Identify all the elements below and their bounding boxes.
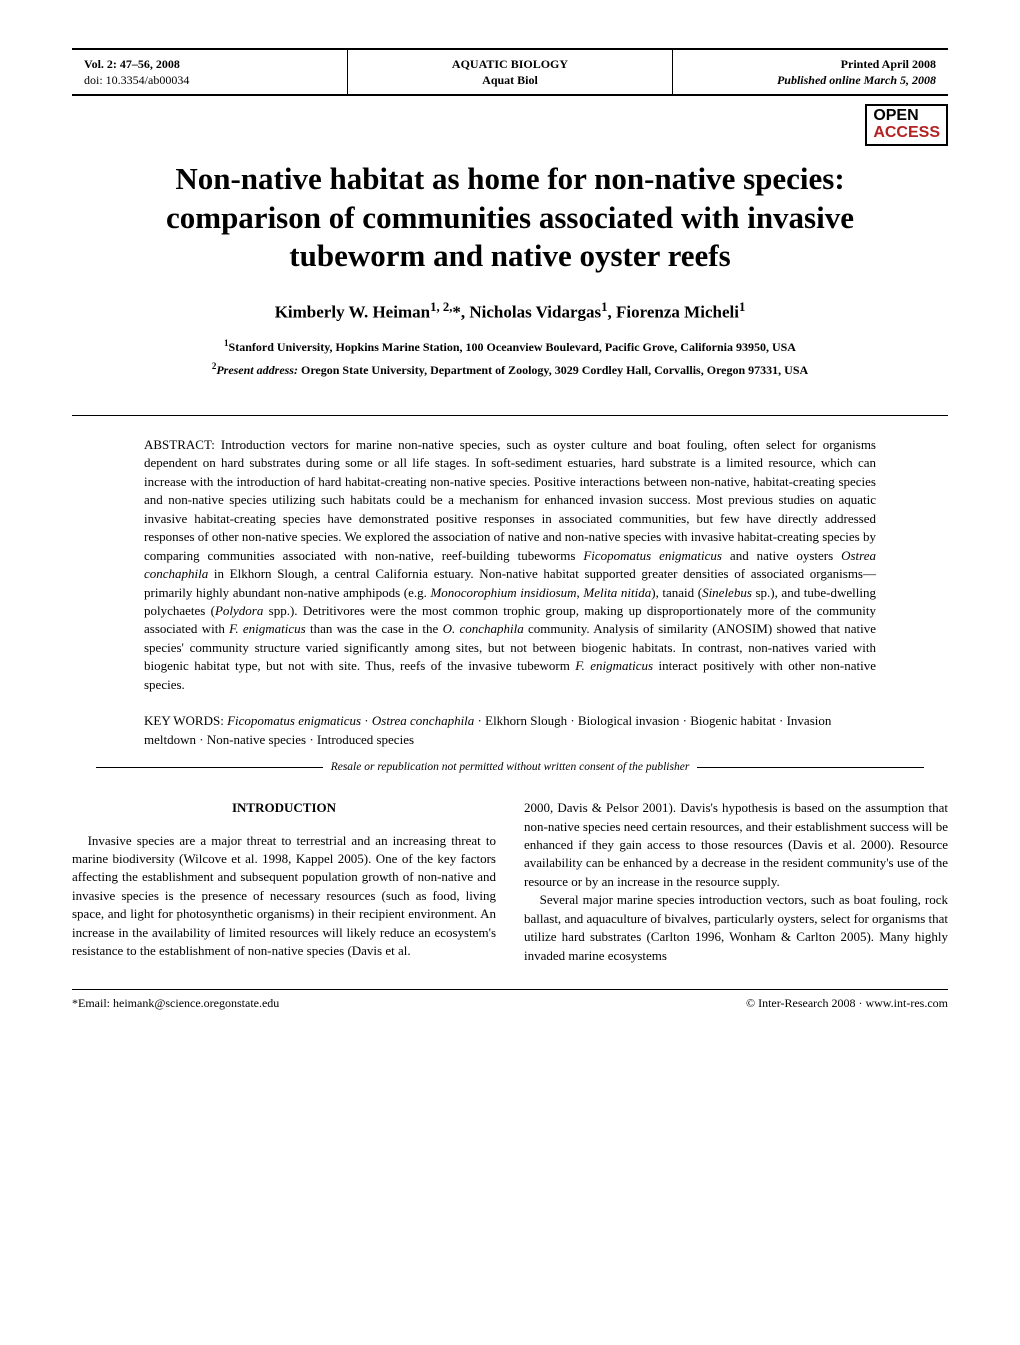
keywords-body: Ficopomatus enigmaticus · Ostrea conchap… <box>144 713 831 746</box>
resale-notice-row: Resale or republication not permitted wi… <box>96 761 924 773</box>
intro-para-1-right: 2000, Davis & Pelsor 2001). Davis's hypo… <box>524 799 948 891</box>
intro-para-1-left: Invasive species are a major threat to t… <box>72 832 496 961</box>
keywords: KEY WORDS: Ficopomatus enigmaticus · Ost… <box>144 712 876 749</box>
column-right: 2000, Davis & Pelsor 2001). Davis's hypo… <box>524 799 948 965</box>
journal-header: Vol. 2: 47–56, 2008 doi: 10.3354/ab00034… <box>72 48 948 96</box>
corresponding-email: *Email: heimank@science.oregonstate.edu <box>72 996 279 1011</box>
pre-abstract-rule <box>72 415 948 416</box>
published-online: Published online March 5, 2008 <box>685 72 936 88</box>
abstract-body: Introduction vectors for marine non-nati… <box>144 437 876 692</box>
printed-line: Printed April 2008 <box>685 56 936 72</box>
abstract-label: ABSTRACT: <box>144 437 221 452</box>
header-center: AQUATIC BIOLOGY Aquat Biol <box>348 50 673 94</box>
open-access-row: OPEN ACCESS <box>72 104 948 146</box>
footer: *Email: heimank@science.oregonstate.edu … <box>72 996 948 1011</box>
copyright: © Inter-Research 2008 · www.int-res.com <box>746 996 948 1011</box>
affiliation-1: 1Stanford University, Hopkins Marine Sta… <box>72 337 948 356</box>
doi-line: doi: 10.3354/ab00034 <box>84 72 335 88</box>
volume-line: Vol. 2: 47–56, 2008 <box>84 56 335 72</box>
authors: Kimberly W. Heiman1, 2,*, Nicholas Vidar… <box>72 300 948 323</box>
journal-name: AQUATIC BIOLOGY <box>360 56 661 72</box>
affiliation-2-text: Oregon State University, Department of Z… <box>298 363 808 377</box>
oa-open-text: OPEN <box>873 107 918 124</box>
abstract: ABSTRACT: Introduction vectors for marin… <box>144 436 876 694</box>
article-title: Non-native habitat as home for non-nativ… <box>112 160 908 276</box>
keywords-label: KEY WORDS: <box>144 713 227 728</box>
open-access-badge: OPEN ACCESS <box>865 104 948 146</box>
affiliation-2: 2Present address: Oregon State Universit… <box>72 360 948 379</box>
intro-para-2: Several major marine species introductio… <box>524 891 948 965</box>
body-columns: INTRODUCTION Invasive species are a majo… <box>72 799 948 965</box>
resale-rule-right <box>697 767 924 768</box>
journal-abbrev: Aquat Biol <box>360 72 661 88</box>
section-heading-introduction: INTRODUCTION <box>72 799 496 817</box>
oa-access-text: ACCESS <box>873 124 940 141</box>
resale-notice: Resale or republication not permitted wi… <box>323 761 698 773</box>
header-right: Printed April 2008 Published online Marc… <box>672 50 948 94</box>
footer-rule <box>72 989 948 990</box>
column-left: INTRODUCTION Invasive species are a majo… <box>72 799 496 965</box>
header-left: Vol. 2: 47–56, 2008 doi: 10.3354/ab00034 <box>72 50 348 94</box>
present-address-label: 2Present address: <box>212 363 298 377</box>
resale-rule-left <box>96 767 323 768</box>
